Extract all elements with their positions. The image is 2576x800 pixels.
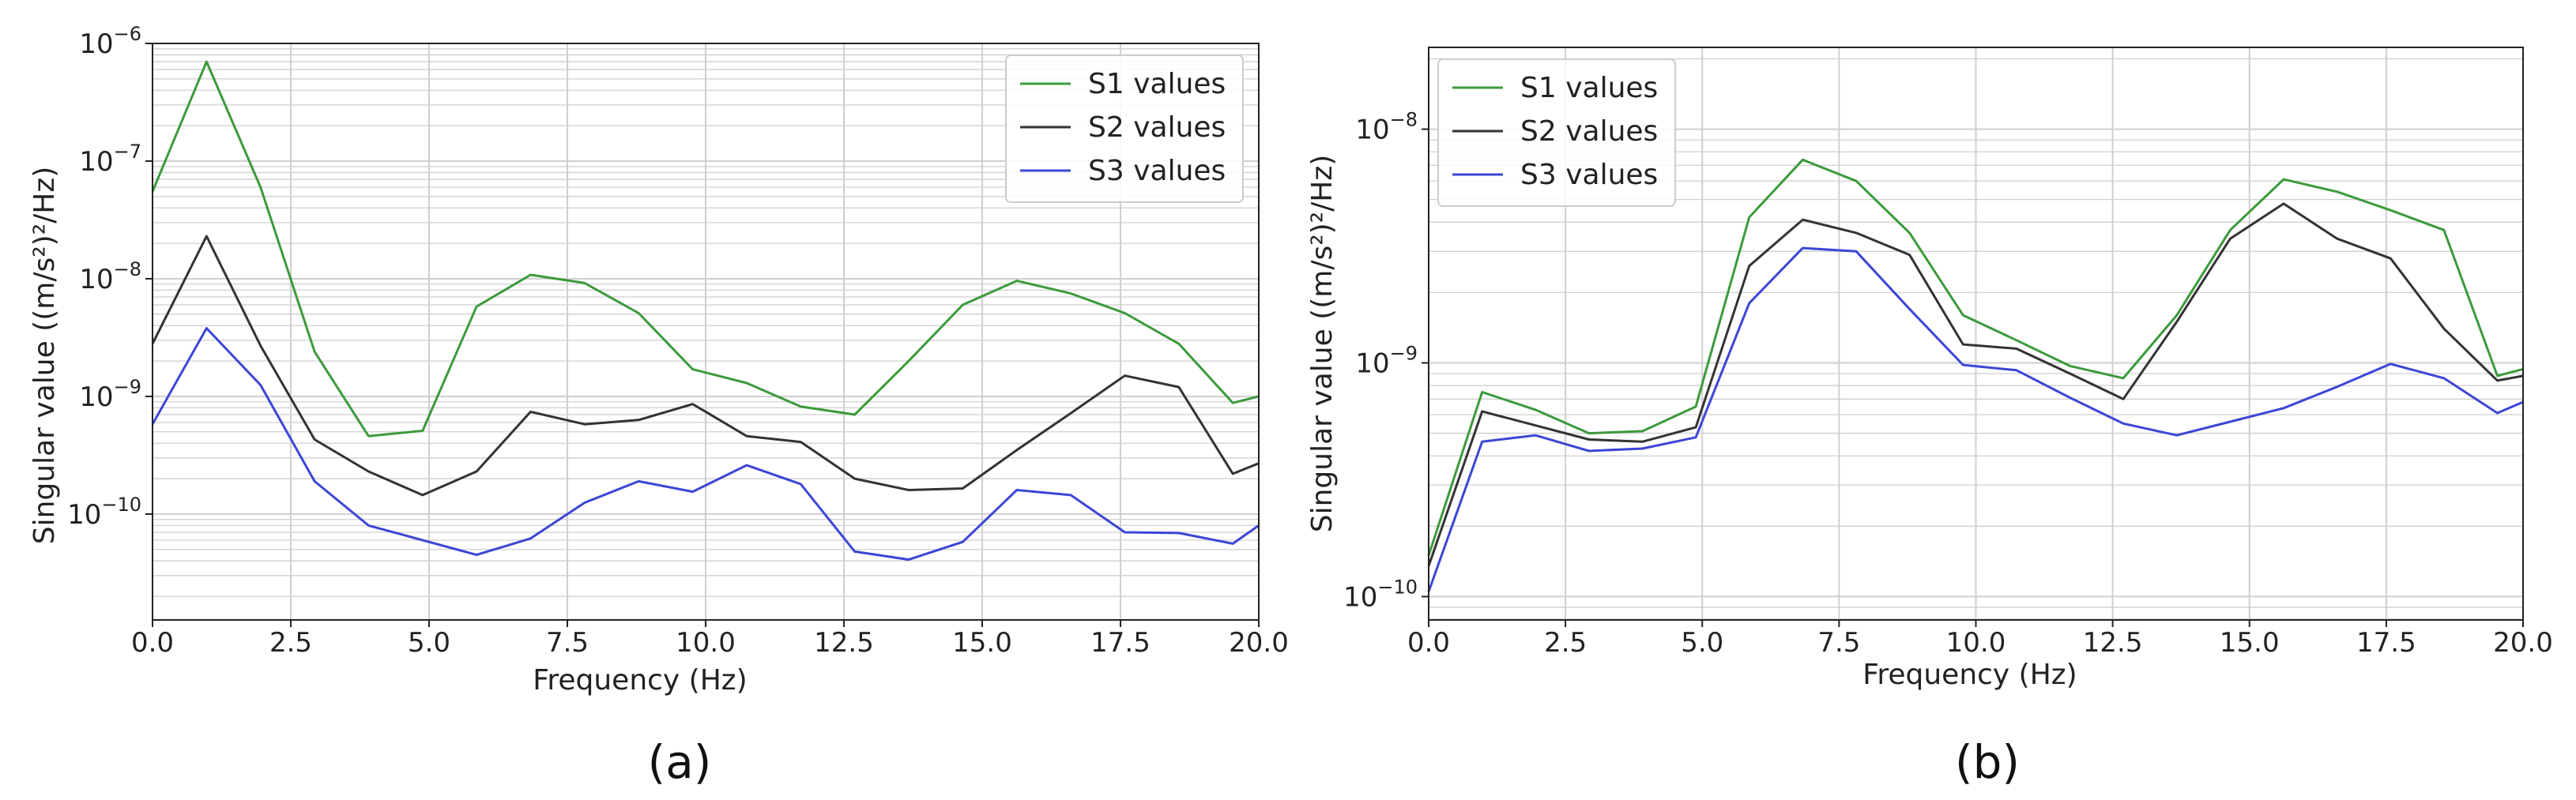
chart-a-y-tick-label: 10−10 xyxy=(67,494,141,531)
chart-b-series-s2-line xyxy=(1427,202,2524,567)
chart-b-x-tick-label: 0.0 xyxy=(1407,627,1450,659)
chart-b-x-tick-label: 5.0 xyxy=(1681,627,1723,659)
chart-b-y-tick-base: 10 xyxy=(1343,581,1377,613)
chart-a-legend-label-s3: S3 values xyxy=(1088,155,1226,187)
chart-a-y-tick-exponent: −9 xyxy=(114,376,141,398)
chart-a-series-s3-line xyxy=(151,327,1260,562)
chart-a-y-tick-base: 10 xyxy=(79,28,113,60)
chart-b-plot-area: 0.0 2.5 5.0 7.5 10.0 12.5 15.0 17.5 20.010−1010−… xyxy=(1343,47,2553,659)
chart-b-x-tick-label: 15.0 xyxy=(2220,627,2280,659)
chart-a-y-tick-exponent: −7 xyxy=(114,141,141,163)
chart-a-series-s2-line xyxy=(151,235,1260,497)
chart-b-y-tick-label: 10−8 xyxy=(1355,109,1418,146)
chart-a-y-tick-exponent: −8 xyxy=(114,258,141,280)
chart-b-y-tick-base: 10 xyxy=(1355,347,1389,379)
chart-b-x-tick-label: 20.0 xyxy=(2493,627,2553,659)
chart-a-y-tick-base: 10 xyxy=(79,264,113,295)
chart-b-y-tick-label: 10−10 xyxy=(1343,576,1418,613)
chart-a-y-tick-base: 10 xyxy=(79,381,113,413)
chart-b-x-tick-label: 17.5 xyxy=(2356,627,2416,659)
chart-b-y-axis-label: Singular value ((m/s²)²/Hz) xyxy=(1306,155,1339,533)
chart-a-legend: S1 values S2 values S3 values xyxy=(1005,54,1244,203)
chart-b-legend-label-s3: S3 values xyxy=(1520,159,1658,191)
chart-a-y-tick-exponent: −10 xyxy=(101,494,141,516)
chart-b-x-tick-label: 7.5 xyxy=(1817,627,1860,659)
chart-a-x-tick-label: 15.0 xyxy=(952,627,1012,659)
chart-a-legend-label-s2: S2 values xyxy=(1088,111,1226,144)
chart-b-legend-label-s2: S2 values xyxy=(1520,115,1658,148)
chart-a-y-tick-base: 10 xyxy=(79,146,113,178)
chart-panel-a: 0.0 2.5 5.0 7.5 10.0 12.5 15.0 17.5 20.010−1010−… xyxy=(28,23,1289,789)
chart-panel-b: 0.0 2.5 5.0 7.5 10.0 12.5 15.0 17.5 20.010−1010−… xyxy=(1306,47,2553,789)
chart-b-x-tick-label: 12.5 xyxy=(2083,627,2143,659)
chart-b-y-tick-label: 10−9 xyxy=(1355,342,1418,379)
chart-a-y-tick-exponent: −6 xyxy=(114,23,141,45)
chart-b-legend: S1 values S2 values S3 values xyxy=(1437,58,1676,207)
chart-b-legend-box xyxy=(1437,58,1676,207)
chart-a-x-tick-label: 0.0 xyxy=(131,627,174,659)
chart-a-x-tick-label: 12.5 xyxy=(814,627,874,659)
chart-a-y-tick-base: 10 xyxy=(67,499,101,531)
chart-b-y-tick-exponent: −8 xyxy=(1390,109,1418,131)
chart-a-x-tick-label: 10.0 xyxy=(676,627,736,659)
chart-a-x-tick-label: 20.0 xyxy=(1229,627,1289,659)
chart-b-y-tick-exponent: −9 xyxy=(1390,342,1418,364)
chart-b-x-tick-label: 2.5 xyxy=(1544,627,1587,659)
chart-b-legend-label-s1: S1 values xyxy=(1520,72,1658,104)
chart-b-series-s3-line xyxy=(1427,246,2524,592)
chart-a-series-s1-line xyxy=(151,60,1260,438)
chart-b-panel-label: (b) xyxy=(1955,735,2020,789)
chart-a-panel-label: (a) xyxy=(648,735,712,789)
chart-b-y-tick-base: 10 xyxy=(1355,115,1389,146)
chart-a-y-tick-label: 10−8 xyxy=(79,258,141,295)
chart-b-series-s1-line xyxy=(1427,158,2524,556)
chart-b-y-tick-exponent: −10 xyxy=(1377,576,1418,598)
chart-a-x-tick-label: 17.5 xyxy=(1090,627,1151,659)
chart-a-x-tick-label: 5.0 xyxy=(408,627,450,659)
chart-a-y-axis-label: Singular value ((m/s²)²/Hz) xyxy=(28,167,61,545)
chart-b-x-tick-label: 10.0 xyxy=(1946,627,2006,659)
chart-a-x-tick-label: 2.5 xyxy=(269,627,312,659)
chart-a-legend-box xyxy=(1005,54,1244,203)
chart-a-x-axis-label: Frequency (Hz) xyxy=(533,664,747,697)
chart-a-y-tick-label: 10−7 xyxy=(79,141,141,178)
chart-b-x-axis-label: Frequency (Hz) xyxy=(1862,659,2077,691)
chart-a-y-tick-label: 10−6 xyxy=(79,23,141,60)
chart-a-y-tick-label: 10−9 xyxy=(79,376,141,413)
chart-a-legend-label-s1: S1 values xyxy=(1088,68,1226,100)
chart-a-x-tick-label: 7.5 xyxy=(546,627,589,659)
